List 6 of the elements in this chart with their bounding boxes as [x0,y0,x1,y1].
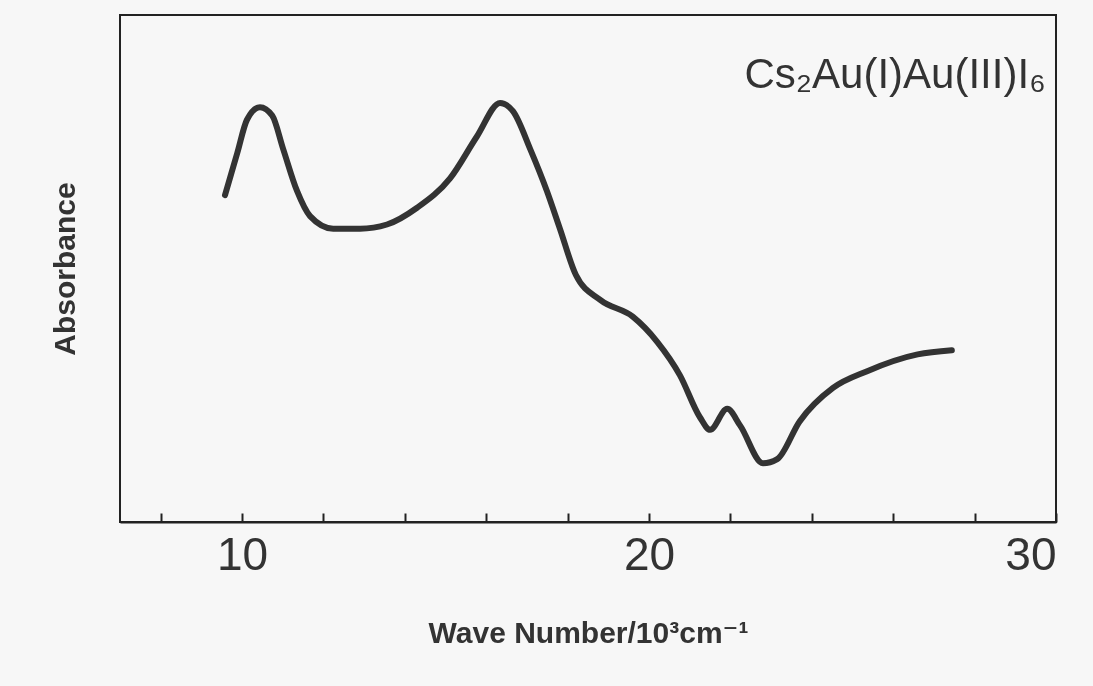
x-tick-label: 10 [217,527,269,580]
x-tick-label: 30 [1005,527,1057,580]
text: Cs₂Au(I)Au(III)I₆ [744,50,1046,97]
x-tick-label: 20 [623,527,676,580]
y-axis-title: Absorbance [47,182,81,356]
x-axis-title: Wave Number/10³cm⁻¹ [428,615,749,649]
